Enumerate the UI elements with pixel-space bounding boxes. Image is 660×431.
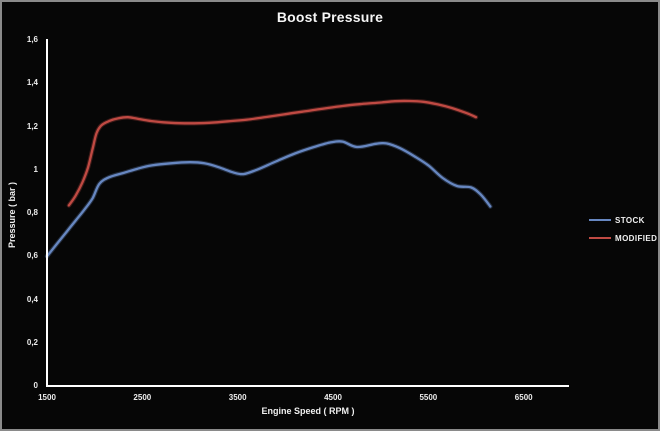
series-line-modified: [67, 99, 478, 207]
y-tick-label: 1,4: [26, 78, 38, 88]
legend-label: MODIFIED: [615, 233, 658, 243]
y-tick-label: 0,8: [26, 208, 38, 217]
y-tick-label: 1,2: [26, 121, 38, 131]
legend: STOCK MODIFIED: [589, 214, 657, 250]
x-axis-title: Engine Speed ( RPM ): [261, 406, 355, 416]
y-tick-label: 0: [33, 381, 38, 390]
y-tick-label: 0,2: [26, 337, 38, 347]
legend-swatch-stock: [589, 219, 611, 221]
y-tick-label: 0,4: [26, 294, 38, 304]
legend-item-stock: STOCK: [589, 214, 657, 226]
x-tick-label: 4500: [324, 393, 342, 402]
legend-item-modified: MODIFIED: [589, 232, 657, 244]
series-line-stock: [45, 140, 492, 258]
y-tick-label: 1,6: [26, 35, 38, 44]
y-tick-label: 0,6: [26, 251, 38, 261]
series-lines: [44, 98, 493, 259]
y-tick-label: 1: [33, 164, 38, 174]
x-tick-label: 3500: [228, 393, 247, 402]
axes: [46, 39, 569, 387]
series-line-stock: [44, 138, 493, 259]
x-tick-label: 2500: [133, 393, 152, 402]
legend-label: STOCK: [615, 215, 645, 225]
x-tick-label: 6500: [514, 393, 533, 402]
chart-title: Boost Pressure: [276, 9, 384, 25]
x-tick-label: 1500: [38, 393, 56, 402]
y-axis-title: Pressure ( bar ): [7, 181, 17, 249]
legend-swatch-modified: [589, 237, 611, 239]
x-tick-label: 5500: [419, 393, 438, 402]
